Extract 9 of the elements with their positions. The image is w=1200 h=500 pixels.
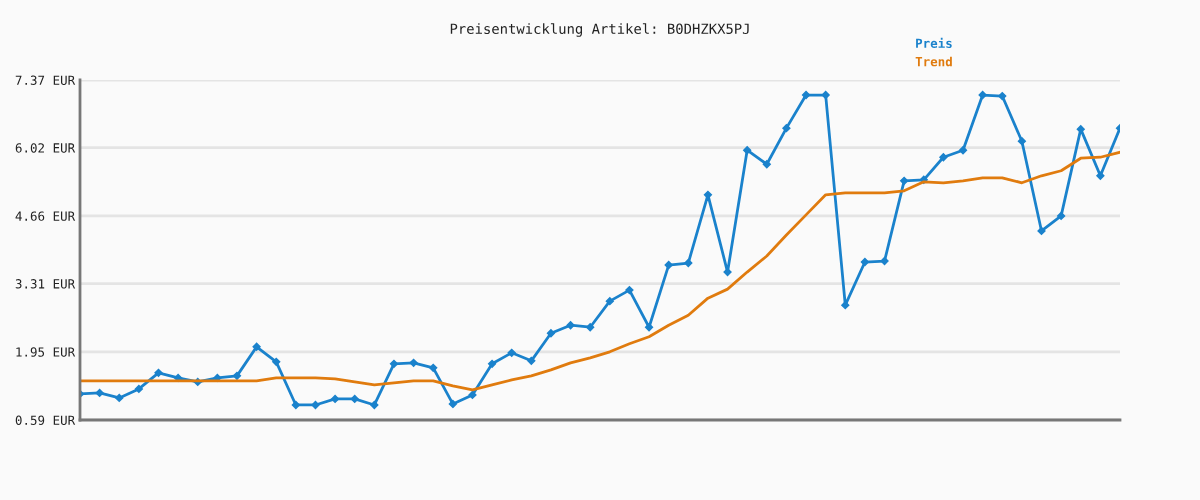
- chart-title: Preisentwicklung Artikel: B0DHZKX5PJ: [450, 23, 749, 37]
- text: Preis: [916, 37, 952, 48]
- text: Trend: [915, 56, 952, 67]
- y-tick-label: 7.37 EUR: [15, 75, 76, 85]
- y-tick-label: 1.95 EUR: [16, 347, 76, 357]
- y-tick-label: 3.31 EUR: [15, 279, 76, 289]
- y-tick-label: 0.59 EUR: [15, 415, 76, 425]
- y-tick-label: 6.02 EUR: [15, 143, 76, 153]
- y-tick-label: 4.66 EUR: [15, 211, 76, 221]
